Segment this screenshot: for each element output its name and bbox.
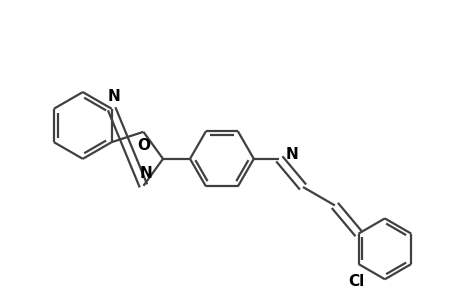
- Text: Cl: Cl: [347, 274, 364, 289]
- Text: O: O: [137, 138, 150, 153]
- Text: N: N: [285, 147, 297, 162]
- Text: N: N: [139, 166, 152, 181]
- Text: N: N: [107, 89, 120, 104]
